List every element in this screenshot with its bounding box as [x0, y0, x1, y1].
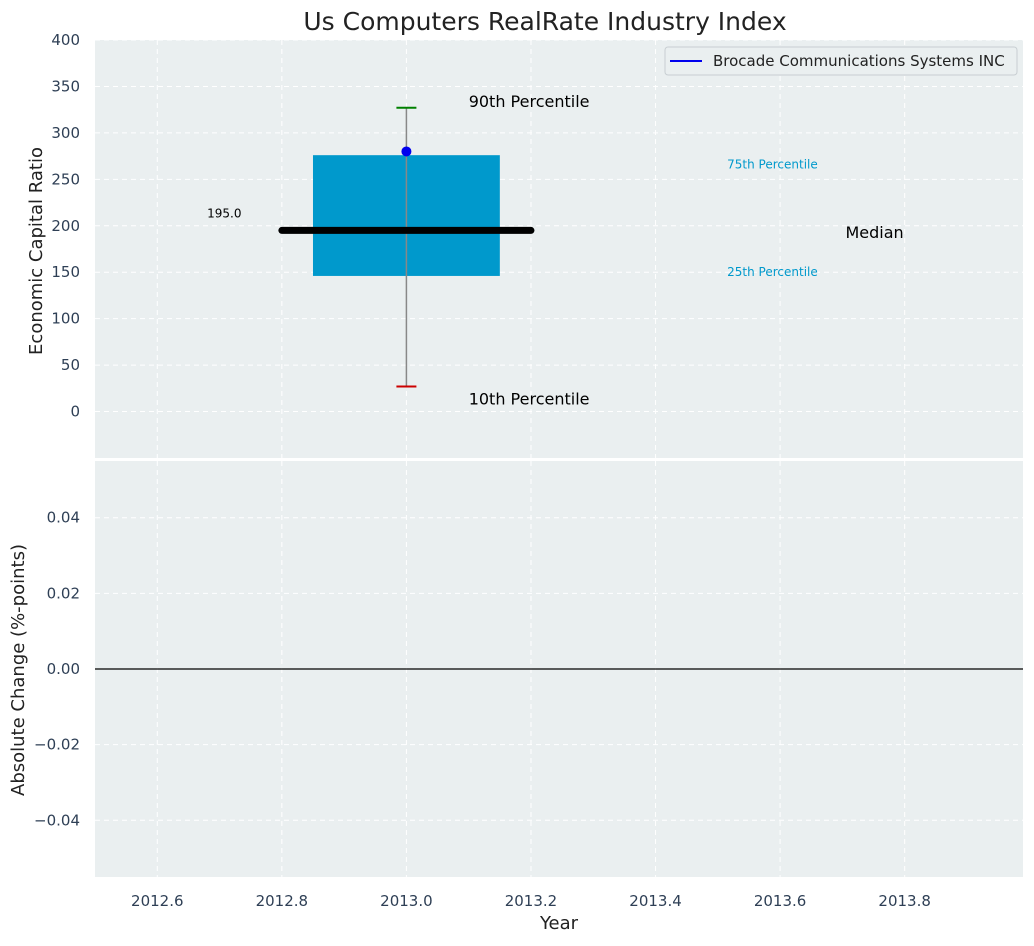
top-y-tick-label: 0: [70, 403, 80, 421]
x-tick-label: 2013.2: [505, 892, 558, 910]
top-y-tick-label: 250: [51, 170, 80, 188]
legend-entry: Brocade Communications Systems INC: [713, 52, 1005, 70]
legend-box: [664, 46, 1018, 76]
top-y-tick-label: 200: [51, 217, 80, 235]
x-tick-label: 2013.0: [380, 892, 433, 910]
p75-annotation: 75th Percentile: [727, 157, 818, 171]
bottom-y-tick-label: 0.04: [47, 509, 80, 527]
bottom-y-tick-label: −0.02: [34, 736, 80, 754]
p90-annotation: 90th Percentile: [469, 92, 590, 111]
p25-annotation: 25th Percentile: [727, 265, 818, 279]
top-y-axis-label: Economic Capital Ratio: [26, 147, 47, 355]
x-axis-label: Year: [539, 913, 579, 934]
top-y-tick-label: 100: [51, 310, 80, 328]
top-y-tick-label: 350: [51, 77, 80, 95]
company-point: [401, 146, 412, 157]
x-tick-label: 2013.8: [878, 892, 931, 910]
top-y-tick-label: 400: [51, 31, 80, 49]
top-y-tick-label: 50: [61, 356, 80, 374]
bottom-y-tick-label: 0.00: [47, 660, 80, 678]
top-y-tick-label: 300: [51, 124, 80, 142]
p10-annotation: 10th Percentile: [469, 389, 590, 408]
top-plot-area: [95, 40, 1023, 458]
x-tick-label: 2012.6: [131, 892, 184, 910]
chart-title: Us Computers RealRate Industry Index: [303, 7, 786, 36]
bottom-y-tick-label: 0.02: [47, 584, 80, 602]
bottom-y-tick-label: −0.04: [34, 811, 80, 829]
median-annotation: Median: [845, 223, 903, 242]
x-tick-label: 2013.6: [754, 892, 807, 910]
bottom-y-axis-label: Absolute Change (%-points): [8, 544, 29, 796]
x-tick-label: 2012.8: [256, 892, 309, 910]
median-value-label: 195.0: [207, 206, 241, 220]
x-tick-label: 2013.4: [629, 892, 682, 910]
legend: Brocade Communications Systems INC: [664, 46, 1018, 76]
top-y-tick-label: 150: [51, 263, 80, 281]
